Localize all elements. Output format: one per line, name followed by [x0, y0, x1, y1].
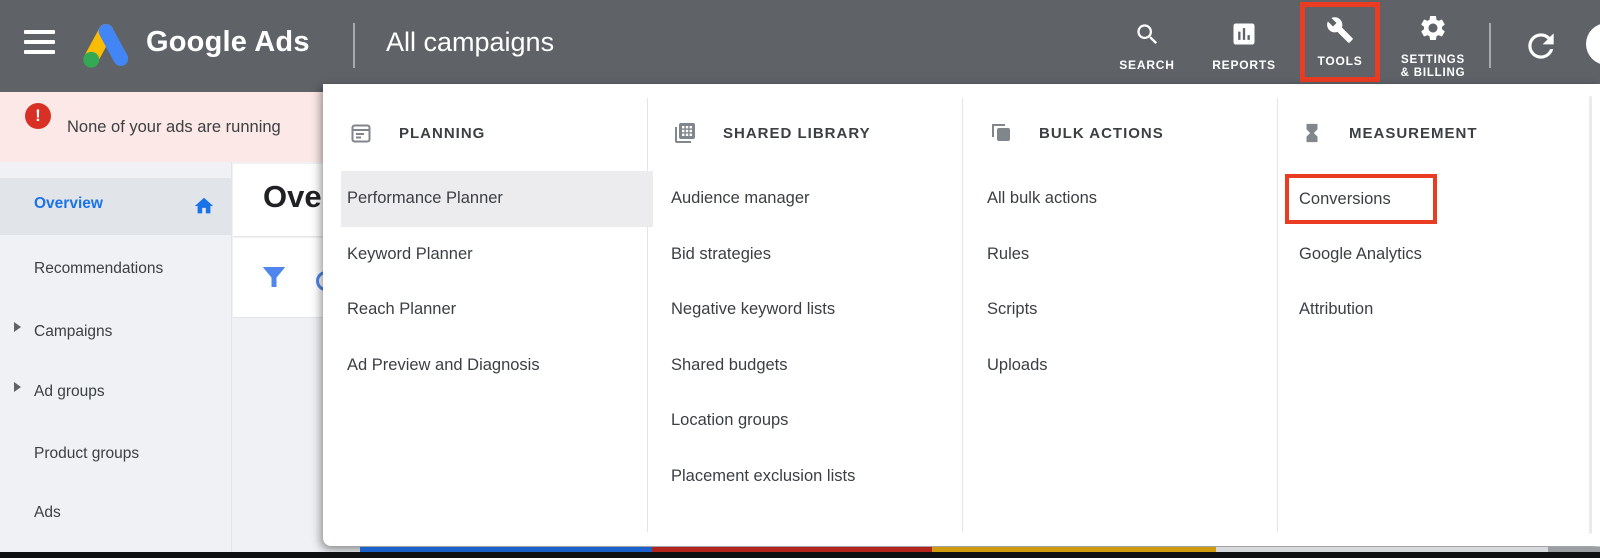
home-icon — [194, 197, 214, 214]
menu-section-header-planning: PLANNING — [349, 118, 485, 148]
menu-column-divider — [962, 98, 963, 532]
menu-item-reach-planner[interactable]: Reach Planner — [347, 300, 457, 319]
gold-strip — [932, 547, 1216, 552]
dark-gray-strip — [1548, 547, 1600, 552]
menu-section-header-bulk-actions: BULK ACTIONS — [989, 118, 1164, 148]
nav-settings-label-line1: SETTINGS — [1401, 53, 1465, 66]
menu-section-header-shared-library: SHARED LIBRARY — [673, 118, 871, 148]
menu-column-divider — [647, 98, 648, 532]
menu-item-scripts[interactable]: Scripts — [987, 300, 1038, 319]
gray-strip — [1216, 547, 1548, 552]
nav-settings-label-line2: & BILLING — [1400, 66, 1466, 79]
menu-column-bulk-actions: All bulk actions Rules Scripts Uploads — [987, 171, 1273, 393]
sidebar-item-ads[interactable]: Ads — [34, 504, 61, 521]
appbar-divider — [353, 23, 355, 68]
menu-column-planning: Performance Planner Keyword Planner Reac… — [341, 171, 653, 393]
menu-scrollbar[interactable] — [1589, 96, 1592, 534]
alert-exclamation-icon: ! — [25, 103, 51, 129]
menu-item-conversions[interactable]: Conversions — [1285, 171, 1599, 227]
menu-item-ad-preview-and-diagnosis[interactable]: Ad Preview and Diagnosis — [347, 355, 540, 374]
wrench-icon — [1326, 16, 1354, 49]
google-ads-logo-icon[interactable] — [76, 20, 136, 75]
menu-item-uploads[interactable]: Uploads — [987, 355, 1048, 374]
nav-search-label: SEARCH — [1119, 57, 1175, 72]
filter-funnel-icon[interactable] — [259, 262, 289, 297]
menu-item-shared-budgets[interactable]: Shared budgets — [671, 355, 788, 374]
menu-column-divider — [1277, 98, 1278, 532]
sidebar-item-campaigns[interactable]: Campaigns — [34, 323, 113, 340]
gear-icon — [1418, 13, 1448, 48]
nav-tools-highlighted[interactable]: TOOLS — [1300, 2, 1380, 82]
menu-column-measurement: Conversions Google Analytics Attribution — [1285, 171, 1599, 338]
menu-item-location-groups[interactable]: Location groups — [671, 411, 789, 430]
sidebar-overview-label: Overview — [34, 195, 103, 212]
nav-search[interactable]: SEARCH — [1104, 6, 1190, 86]
menu-item-keyword-planner[interactable]: Keyword Planner — [347, 244, 473, 263]
hourglass-icon — [1306, 123, 1318, 143]
app-bar: Google Ads All campaigns SEARCH REPORTS … — [0, 0, 1600, 92]
nav-reports-label: REPORTS — [1212, 58, 1276, 72]
menu-section-header-measurement: MEASUREMENT — [1301, 118, 1478, 148]
shared-library-icon — [675, 123, 695, 143]
help-icon-partial[interactable] — [1586, 23, 1600, 65]
red-strip — [652, 547, 932, 552]
nav-tools-label: TOOLS — [1317, 54, 1363, 68]
hamburger-menu-icon[interactable] — [24, 30, 56, 54]
search-icon — [1134, 21, 1161, 53]
sidebar-item-product-groups[interactable]: Product groups — [34, 445, 140, 462]
menu-item-all-bulk-actions[interactable]: All bulk actions — [987, 189, 1098, 208]
nav-settings-billing[interactable]: SETTINGS & BILLING — [1386, 6, 1480, 86]
current-view-title: All campaigns — [386, 27, 555, 57]
sidebar-nav: Overview Recommendations Campaigns Ad gr… — [0, 162, 232, 552]
menu-item-attribution[interactable]: Attribution — [1299, 300, 1374, 319]
blue-strip — [360, 547, 652, 552]
sidebar-item-ad-groups[interactable]: Ad groups — [34, 383, 105, 400]
chart-card-edge-strips — [0, 547, 1600, 552]
menu-item-rules[interactable]: Rules — [987, 244, 1030, 263]
sidebar-item-recommendations[interactable]: Recommendations — [34, 260, 164, 277]
bulk-actions-icon — [992, 124, 1010, 141]
tools-menu-panel: PLANNING SHARED LIBRARY BULK ACTIONS — [323, 84, 1600, 546]
menu-item-bid-strategies[interactable]: Bid strategies — [671, 244, 771, 263]
menu-item-negative-keyword-lists[interactable]: Negative keyword lists — [671, 300, 836, 319]
expand-arrow-icon[interactable] — [14, 322, 21, 332]
appbar-divider — [1489, 23, 1491, 68]
planning-calendar-icon — [351, 124, 371, 143]
menu-item-performance-planner[interactable]: Performance Planner — [341, 171, 653, 227]
menu-item-placement-exclusion-lists[interactable]: Placement exclusion lists — [671, 466, 856, 485]
reports-chart-icon — [1230, 20, 1258, 53]
expand-arrow-icon[interactable] — [14, 382, 21, 392]
nav-reports[interactable]: REPORTS — [1200, 6, 1288, 86]
sidebar-item-overview[interactable]: Overview — [0, 178, 231, 235]
conversions-annotation-box: Conversions — [1285, 174, 1437, 224]
screenshot-bottom-border — [0, 552, 1600, 558]
refresh-icon[interactable] — [1522, 27, 1560, 65]
menu-item-audience-manager[interactable]: Audience manager — [671, 189, 810, 208]
menu-item-google-analytics[interactable]: Google Analytics — [1299, 244, 1422, 263]
product-name: Google Ads — [146, 26, 310, 58]
page-title: Ove — [263, 179, 322, 214]
menu-column-shared-library: Audience manager Bid strategies Negative… — [671, 171, 958, 504]
alert-text: None of your ads are running — [67, 118, 281, 136]
